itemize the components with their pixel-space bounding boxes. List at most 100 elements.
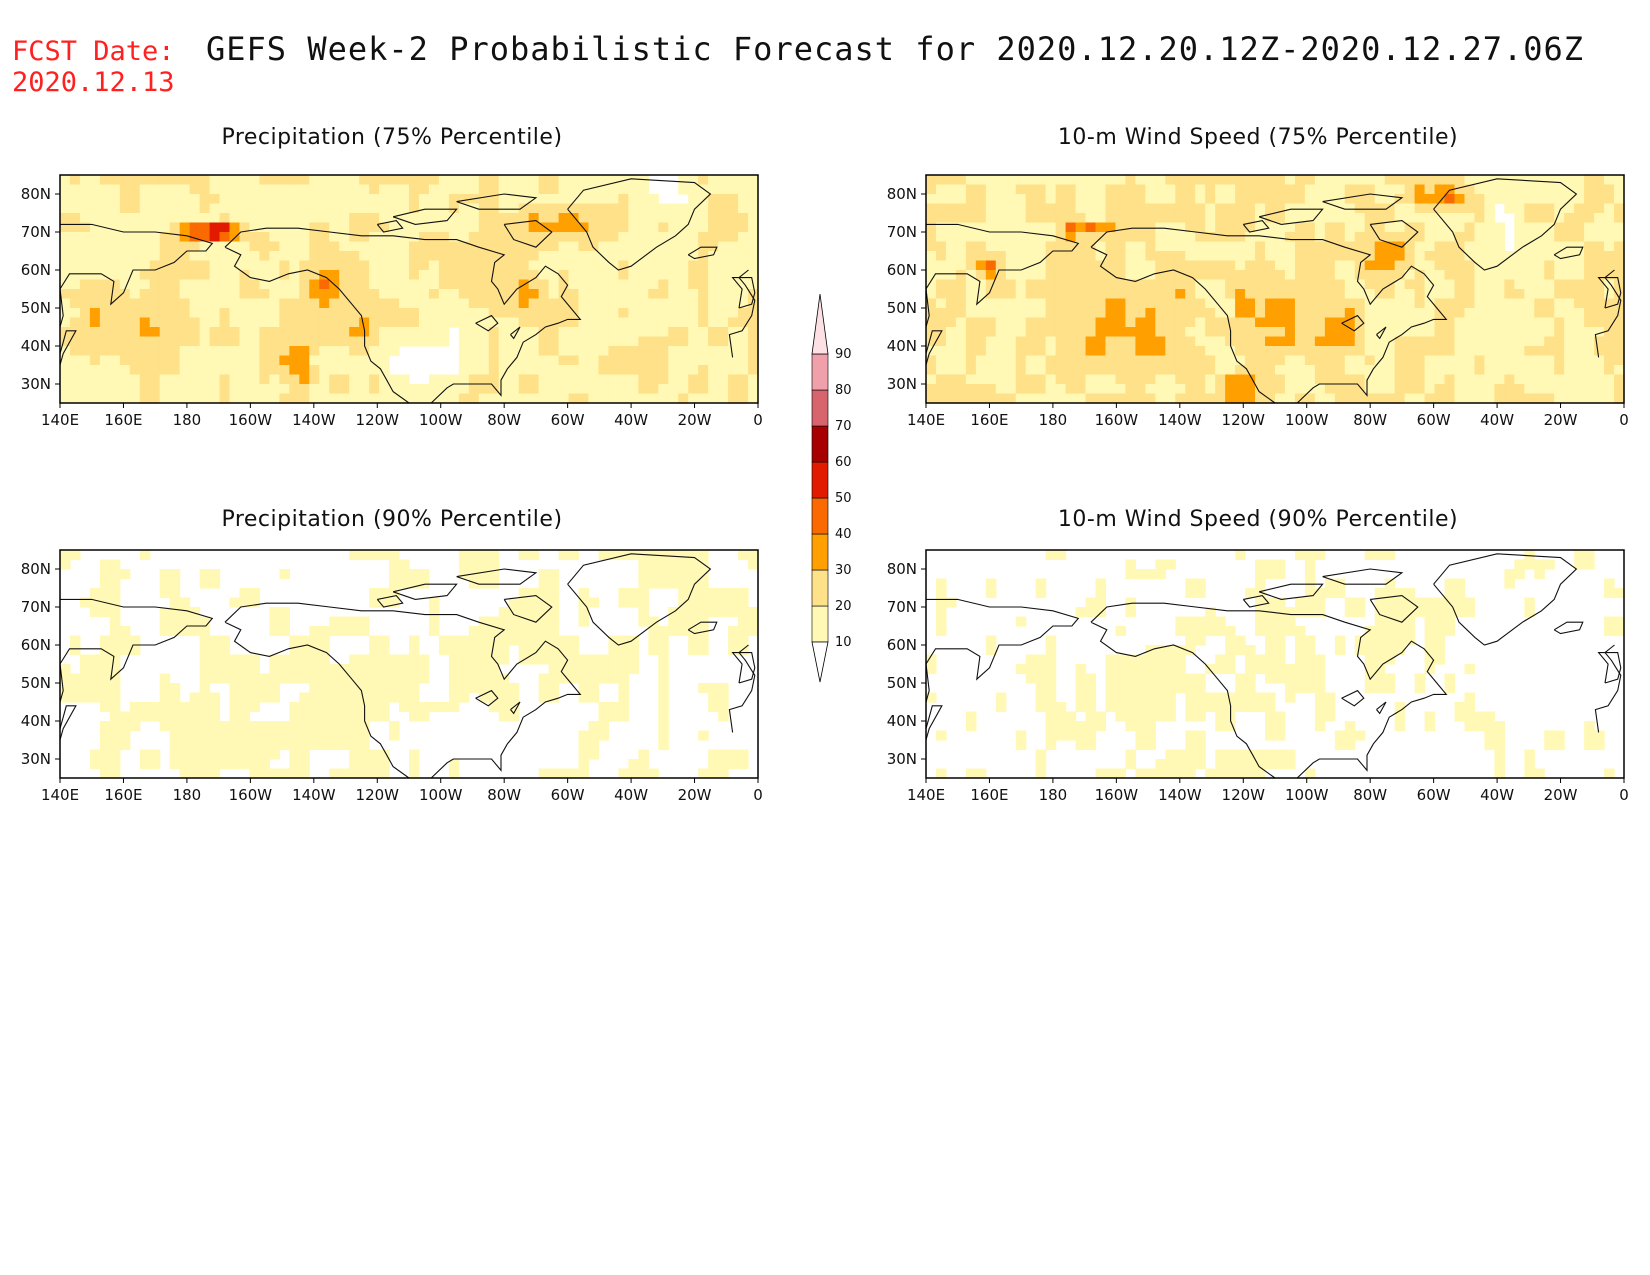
field-cell	[199, 626, 211, 637]
field-cell	[698, 550, 709, 561]
field-cell	[568, 393, 580, 404]
field-cell	[1504, 194, 1515, 205]
field-cell	[648, 393, 659, 404]
field-cell	[1384, 365, 1396, 376]
field-cell	[618, 365, 629, 376]
field-cell	[1225, 664, 1236, 675]
field-cell	[955, 374, 967, 385]
field-cell	[558, 308, 570, 319]
field-cell	[389, 374, 400, 385]
field-cell	[1364, 308, 1376, 319]
field-cell	[119, 184, 131, 195]
field-cell	[169, 203, 181, 214]
field-cell	[1294, 260, 1306, 271]
field-cell	[658, 374, 669, 385]
field-cell	[1424, 327, 1436, 338]
field-cell	[1464, 327, 1476, 338]
field-cell	[379, 260, 390, 271]
field-cell	[199, 683, 211, 694]
field-cell	[488, 626, 500, 637]
field-cell	[339, 374, 350, 385]
field-cell	[1065, 289, 1077, 300]
field-cell	[995, 702, 1007, 713]
field-cell	[1534, 336, 1545, 347]
field-cell	[578, 393, 590, 404]
field-cell	[1265, 626, 1276, 637]
field-cell	[538, 203, 550, 214]
field-cell	[1444, 374, 1456, 385]
field-cell	[985, 289, 997, 300]
field-cell	[1145, 213, 1156, 224]
field-cell	[1085, 279, 1097, 290]
field-cell	[678, 607, 689, 618]
field-cell	[588, 308, 600, 319]
field-cell	[458, 346, 470, 357]
field-cell	[738, 213, 749, 224]
field-cell	[409, 393, 420, 404]
field-cell	[618, 664, 629, 675]
field-cell	[458, 175, 470, 186]
field-cell	[1284, 232, 1296, 243]
field-cell	[1474, 298, 1485, 309]
field-cell	[438, 635, 450, 646]
field-cell	[1424, 194, 1436, 205]
field-cell	[698, 251, 709, 262]
field-cell	[1554, 184, 1565, 195]
field-cell	[698, 203, 709, 214]
field-cell	[718, 588, 729, 599]
field-cell	[389, 203, 400, 214]
field-cell	[1175, 241, 1186, 252]
field-cell	[658, 664, 669, 675]
field-cell	[1384, 673, 1396, 684]
field-cell	[1185, 635, 1196, 646]
field-cell	[1205, 213, 1216, 224]
field-cell	[1255, 203, 1266, 214]
field-cell	[1095, 279, 1107, 290]
field-cell	[668, 298, 679, 309]
field-cell	[1614, 327, 1625, 338]
field-cell	[109, 260, 121, 271]
field-cell	[995, 384, 1007, 395]
field-cell	[1025, 289, 1037, 300]
field-cell	[1304, 365, 1316, 376]
field-cell	[149, 298, 161, 309]
field-cell	[249, 308, 261, 319]
field-cell	[568, 327, 580, 338]
field-cell	[498, 626, 510, 637]
colorbar-swatch	[811, 353, 829, 391]
field-cell	[389, 346, 400, 357]
field-cell	[608, 241, 619, 252]
field-cell	[79, 289, 91, 300]
field-cell	[249, 365, 261, 376]
field-cell	[608, 279, 619, 290]
field-cell	[1025, 222, 1037, 233]
field-cell	[738, 346, 749, 357]
field-cell	[1304, 260, 1316, 271]
field-cell	[498, 194, 510, 205]
field-cell	[658, 635, 669, 646]
field-cell	[399, 251, 410, 262]
field-cell	[159, 616, 171, 627]
field-cell	[339, 279, 350, 290]
field-cell	[219, 355, 231, 366]
field-cell	[628, 194, 639, 205]
field-cell	[548, 251, 560, 262]
field-cell	[985, 260, 997, 271]
field-cell	[1364, 355, 1376, 366]
field-cell	[1554, 384, 1565, 395]
lat-tick-label: 40N	[21, 337, 51, 355]
field-cell	[239, 184, 251, 195]
field-cell	[1334, 346, 1346, 357]
field-cell	[1544, 346, 1555, 357]
field-cell	[1524, 355, 1535, 366]
field-cell	[89, 213, 101, 224]
field-cell	[409, 175, 420, 186]
lat-tick-label: 40N	[887, 712, 917, 730]
field-cell	[1075, 194, 1087, 205]
field-cell	[79, 393, 91, 404]
field-cell	[229, 213, 241, 224]
coastline	[1597, 652, 1622, 684]
field-cell	[995, 251, 1007, 262]
field-cell	[935, 578, 947, 589]
field-cell	[1364, 365, 1376, 376]
